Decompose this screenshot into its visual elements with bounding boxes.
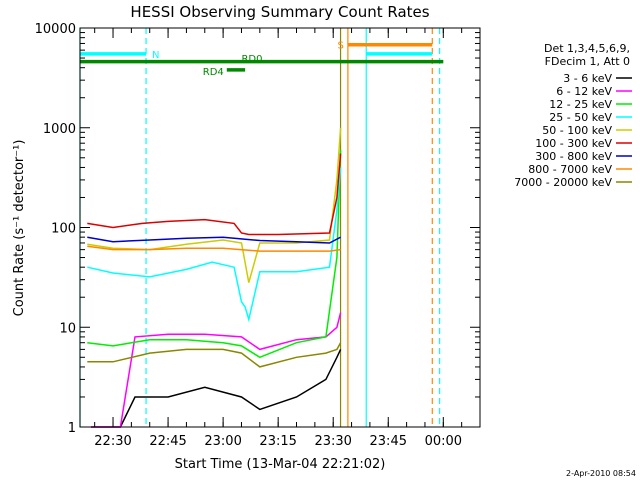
x-tick-label: 23:15 <box>259 434 296 449</box>
plot-frame <box>79 27 481 428</box>
status-bar-label: S <box>338 41 344 52</box>
series-lines <box>87 127 342 428</box>
x-tick-label: 23:30 <box>314 434 351 449</box>
y-axis-label: Count Rate (s⁻¹ detector⁻¹) <box>12 140 27 317</box>
legend-entry-label: 300 - 800 keV <box>535 150 612 163</box>
x-tick-label: 22:30 <box>94 434 131 449</box>
legend-entry-label: 6 - 12 keV <box>556 85 612 98</box>
series-line <box>87 127 342 283</box>
legend-entry-label: 25 - 50 keV <box>549 111 612 124</box>
series-line <box>91 312 342 428</box>
x-tick-label: 22:45 <box>149 434 186 449</box>
footer-timestamp: 2-Apr-2010 08:54 <box>566 469 636 478</box>
y-axis-ticks: 1 10 100 1000 10000 <box>35 22 480 436</box>
y-tick-label: 10000 <box>35 22 76 37</box>
legend: Det 1,3,4,5,6,9, FDecim 1, Att 0 3 - 6 k… <box>514 42 632 189</box>
legend-header-line-1: Det 1,3,4,5,6,9, <box>544 42 630 55</box>
legend-entry-label: 3 - 6 keV <box>563 72 612 85</box>
legend-entry-label: 100 - 300 keV <box>535 137 612 150</box>
series-line <box>87 245 341 252</box>
series-line <box>87 342 342 368</box>
status-bar-label: RD0 <box>241 54 262 65</box>
x-axis-label: Start Time (13-Mar-04 22:21:02) <box>175 457 386 472</box>
y-tick-label: 1000 <box>43 122 76 137</box>
status-bar-label: RD4 <box>203 67 224 78</box>
legend-entry-label: 50 - 100 keV <box>542 124 612 137</box>
legend-entry-label: 800 - 7000 keV <box>528 163 612 176</box>
series-line <box>91 349 342 428</box>
series-line <box>87 149 342 359</box>
y-tick-label: 1 <box>68 421 76 436</box>
series-line <box>87 167 342 323</box>
legend-entry-label: 12 - 25 keV <box>549 98 612 111</box>
y-tick-label: 100 <box>51 222 76 237</box>
y-tick-label: 10 <box>59 321 76 336</box>
x-axis-ticks: 22:30 22:45 23:00 23:15 23:30 23:45 00:00 <box>94 28 481 449</box>
legend-entry-label: 7000 - 20000 keV <box>514 176 612 189</box>
series-line <box>87 236 341 244</box>
status-bars: N S RD0 RD4 <box>80 41 444 78</box>
x-tick-label: 23:00 <box>204 434 241 449</box>
x-tick-label: 00:00 <box>425 434 462 449</box>
status-bar-label: N <box>152 50 159 61</box>
plot-area: N S RD0 RD4 1 10 100 1000 10000 22:30 22:45 23:00… <box>35 22 481 449</box>
legend-header-line-2: FDecim 1, Att 0 <box>545 55 630 68</box>
chart-title: HESSI Observing Summary Count Rates <box>130 3 429 21</box>
series-line <box>87 153 342 236</box>
x-tick-label: 23:45 <box>370 434 407 449</box>
